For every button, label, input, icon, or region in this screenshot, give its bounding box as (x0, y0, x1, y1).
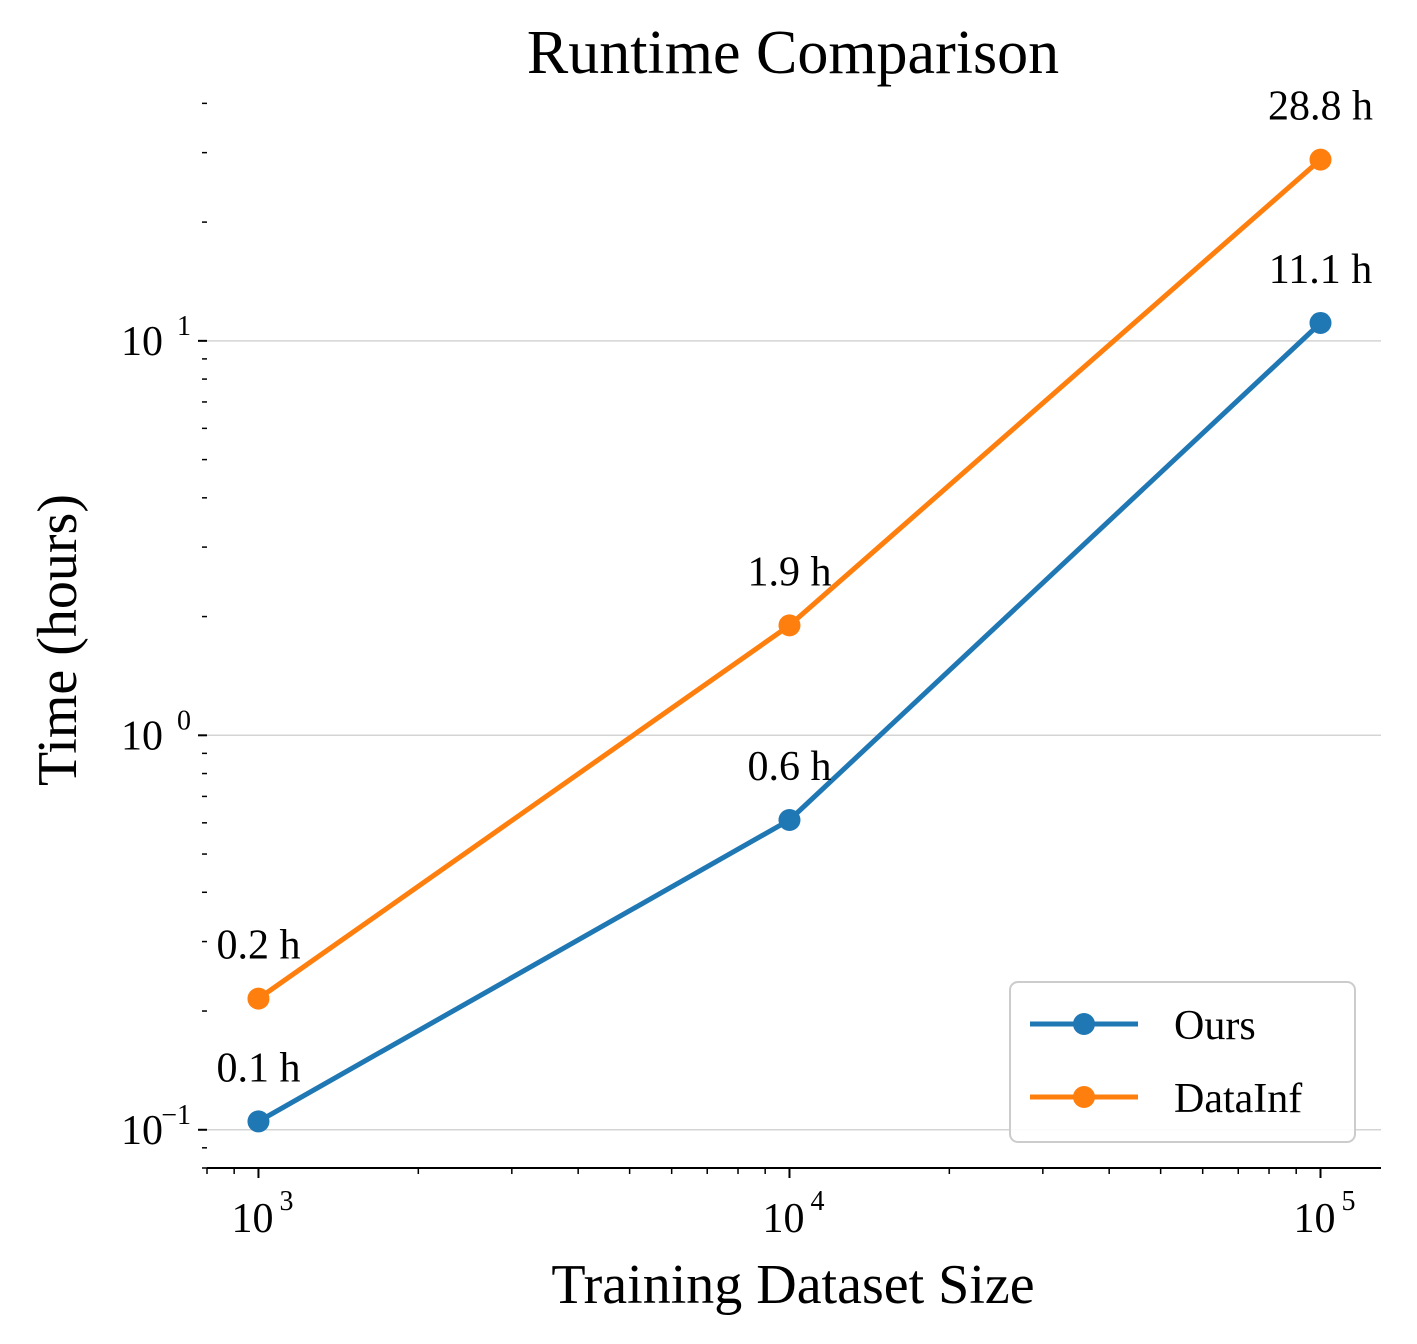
data-point (1309, 311, 1332, 334)
x-tick-label: 10 4 (762, 1186, 824, 1242)
data-label: 0.2 h (216, 923, 300, 969)
y-axis-label: Time (hours) (27, 494, 89, 786)
data-point (1309, 148, 1332, 171)
y-tick-label: 10−1 (121, 1100, 191, 1154)
data-point (247, 1110, 270, 1133)
data-label: 1.9 h (747, 549, 831, 595)
x-tick-label: 10 5 (1293, 1186, 1355, 1242)
legend-label: DataInf (1174, 1076, 1302, 1122)
legend-swatch-marker (1073, 1013, 1095, 1035)
x-tick-exponent: 3 (279, 1186, 293, 1217)
y-tick-label: 10 0 (121, 705, 191, 759)
data-point (778, 808, 801, 831)
series-group (247, 148, 1332, 1133)
y-tick-exponent: −1 (161, 1100, 191, 1131)
data-point (778, 614, 801, 637)
y-tick-exponent: 1 (177, 311, 191, 342)
legend-label: Ours (1174, 1003, 1256, 1049)
data-label: 11.1 h (1269, 247, 1372, 293)
y-tick-label: 10 1 (121, 311, 191, 365)
data-labels: 0.1 h 0.6 h 11.1 h 0.2 h 1.9 h 28.8 h (216, 84, 1373, 1092)
x-ticks: 10 3 10 4 10 5 (206, 1168, 1355, 1242)
x-tick-exponent: 4 (810, 1186, 824, 1217)
data-label: 0.6 h (747, 744, 831, 790)
data-label: 0.1 h (216, 1045, 300, 1091)
x-tick-label: 10 3 (231, 1186, 293, 1242)
data-point (247, 987, 270, 1010)
legend-swatch-marker (1073, 1086, 1095, 1108)
legend: Ours DataInf (1009, 981, 1356, 1143)
y-tick-exponent: 0 (177, 705, 191, 736)
x-axis-label: Training Dataset Size (551, 1254, 1034, 1316)
chart-title: Runtime Comparison (527, 19, 1059, 87)
data-label: 28.8 h (1268, 84, 1373, 130)
x-tick-exponent: 5 (1341, 1186, 1355, 1217)
